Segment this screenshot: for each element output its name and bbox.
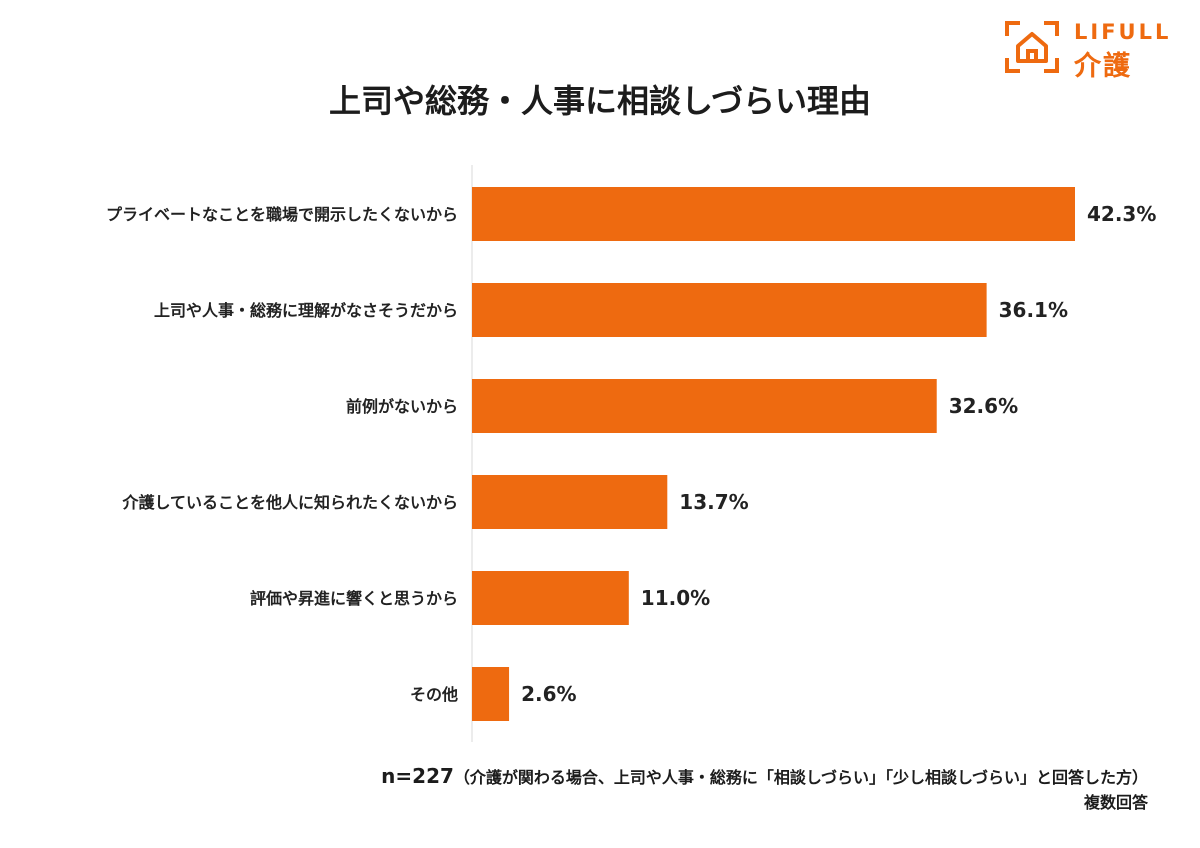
bar bbox=[472, 283, 987, 337]
data-label: 36.1% bbox=[999, 298, 1068, 322]
house-bracket-logo-icon bbox=[1005, 21, 1059, 73]
data-label: 32.6% bbox=[949, 394, 1018, 418]
category-label: 評価や昇進に響くと思うから bbox=[250, 589, 458, 608]
brand-name: LIFULL bbox=[1074, 20, 1172, 44]
category-label: 前例がないから bbox=[346, 397, 458, 416]
answer-type: 複数回答 bbox=[1083, 793, 1148, 812]
chart-title: 上司や総務・人事に相談しづらい理由 bbox=[328, 82, 872, 120]
bar bbox=[472, 187, 1075, 241]
data-label: 13.7% bbox=[679, 490, 748, 514]
data-label: 2.6% bbox=[521, 682, 576, 706]
data-label: 11.0% bbox=[641, 586, 710, 610]
data-label: 42.3% bbox=[1087, 202, 1156, 226]
bar bbox=[472, 475, 668, 529]
sample-size: n=227 bbox=[381, 764, 454, 788]
brand-logo: LIFULL 介護 bbox=[1004, 20, 1184, 82]
sample-note: n=227（介護が関わる場合、上司や人事・総務に「相談しづらい」「少し相談しづら… bbox=[381, 764, 1148, 788]
brand-subname: 介護 bbox=[1074, 51, 1132, 82]
sample-condition: （介護が関わる場合、上司や人事・総務に「相談しづらい」「少し相談しづらい」と回答… bbox=[453, 768, 1148, 787]
category-label: 上司や人事・総務に理解がなさそうだから bbox=[154, 301, 458, 320]
bar bbox=[472, 379, 937, 433]
bar bbox=[472, 667, 510, 721]
category-label: 介護していることを他人に知られたくないから bbox=[121, 493, 458, 512]
bar bbox=[472, 571, 629, 625]
category-label: その他 bbox=[410, 685, 458, 704]
category-label: プライベートなことを職場で開示したくないから bbox=[106, 205, 458, 224]
